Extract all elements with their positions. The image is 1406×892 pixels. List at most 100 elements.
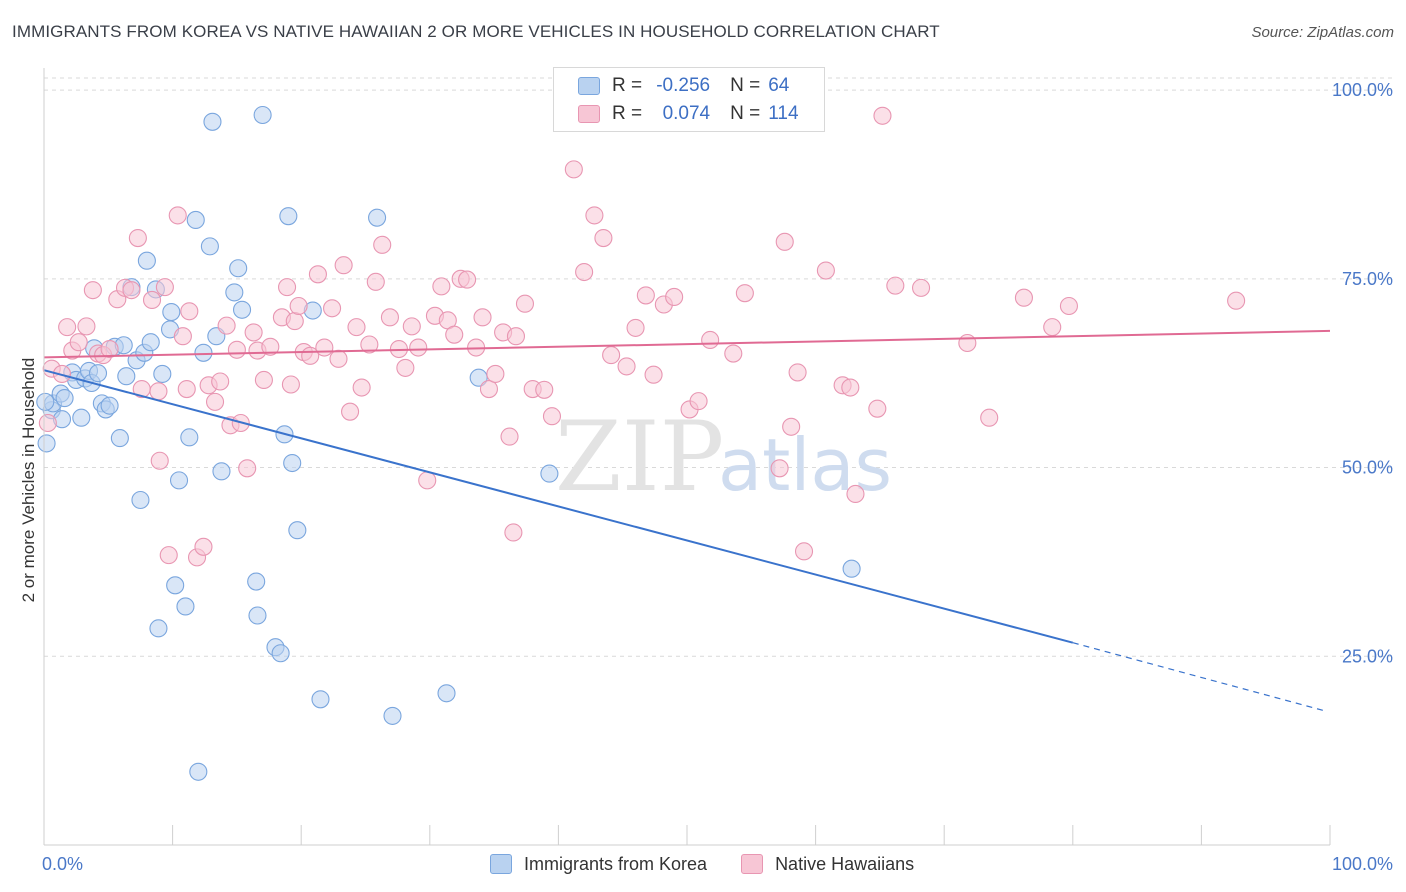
korea-point (225, 283, 244, 302)
hawaii-point (254, 370, 273, 390)
hawaii-point (159, 546, 178, 565)
korea-point (247, 572, 266, 591)
korea-point (141, 333, 160, 352)
hawaii-point (341, 402, 360, 421)
hawaii-point (238, 459, 257, 478)
hawaii-point (128, 229, 147, 248)
hawaii-point (122, 281, 141, 300)
korea-point (37, 434, 56, 453)
hawaii-point (782, 417, 801, 436)
legend-row-hawaii: R = 0.074 N = 114 (578, 102, 824, 126)
legend-r-value-korea: -0.256 (656, 75, 711, 96)
hawaii-point (194, 537, 213, 556)
hawaii-point (841, 378, 860, 397)
hawaii-point (846, 484, 865, 504)
y-tick-label: 50.0% (1342, 458, 1393, 478)
hawaii-point (352, 378, 371, 397)
hawaii-points (38, 106, 1246, 567)
hawaii-point (77, 317, 96, 336)
hawaii-point (665, 287, 684, 306)
hawaii-point (323, 299, 342, 318)
hawaii-point (177, 379, 196, 399)
hawaii-point (69, 333, 88, 352)
korea-point (176, 597, 195, 616)
hawaii-point (701, 330, 720, 350)
hawaii-point (542, 407, 562, 426)
hawaii-point (770, 459, 789, 478)
series-legend-korea-label: Immigrants from Korea (524, 853, 708, 874)
hawaii-point (735, 284, 754, 303)
hawaii-point (1059, 296, 1078, 316)
hawaii-point (594, 229, 613, 248)
hawaii-point (261, 337, 280, 356)
hawaii-point (432, 277, 451, 296)
legend-n-value-korea: 64 (768, 75, 790, 96)
hawaii-point (980, 408, 999, 427)
y-tick-label: 75.0% (1342, 269, 1393, 289)
korea-point (166, 576, 185, 595)
korea-point (203, 112, 222, 131)
korea-point (229, 259, 248, 278)
hawaii-point (315, 338, 334, 357)
hawaii-point (100, 339, 119, 359)
hawaii-point (308, 265, 327, 284)
hawaii-trend-line (43, 329, 1331, 359)
hawaii-point (180, 302, 199, 321)
trend-lines (43, 329, 1331, 712)
hawaii-point (285, 312, 304, 331)
korea-point (137, 251, 156, 270)
hawaii-point (724, 344, 743, 363)
korea-trend-line (43, 369, 1074, 644)
series-legend-hawaii-label: Native Hawaiians (775, 853, 915, 874)
korea-point (368, 208, 387, 227)
hawaii-point (816, 261, 835, 280)
hawaii-point (142, 290, 162, 310)
hawaii-point (506, 327, 526, 346)
hawaii-point (227, 340, 246, 359)
korea-point (88, 364, 108, 383)
hawaii-point (396, 358, 415, 377)
korea-point (117, 367, 136, 386)
hawaii-point (83, 281, 102, 300)
watermark: ZIP atlas (555, 401, 892, 513)
hawaii-point (515, 294, 535, 313)
hawaii-point (211, 372, 230, 391)
hawaii-point (281, 375, 300, 394)
y-tick-label: 25.0% (1342, 646, 1393, 666)
series-legend-korea: Immigrants from Korea (490, 854, 707, 875)
korea-point (232, 300, 252, 319)
y-axis-label: 2 or more Vehicles in Household (19, 358, 38, 603)
grid-lines: 25.0% 50.0% 75.0% 100.0% (44, 77, 1393, 666)
chart-title: IMMIGRANTS FROM KOREA VS NATIVE HAWAIIAN… (12, 22, 940, 41)
hawaii-point (244, 323, 263, 342)
hawaii-point (58, 318, 77, 337)
hawaii-point (644, 365, 663, 384)
hawaii-point (886, 276, 905, 295)
korea-point (212, 462, 231, 481)
hawaii-point (873, 106, 892, 125)
hawaii-point (380, 308, 399, 327)
hawaii-point (329, 349, 348, 368)
hawaii-point (334, 256, 353, 275)
legend-r-label: R = (612, 103, 643, 124)
korea-point (200, 237, 219, 256)
source-label: Source: ZipAtlas.com (1251, 24, 1394, 41)
hawaii-point (564, 160, 583, 179)
hawaii-point (602, 346, 621, 365)
korea-point (169, 471, 189, 490)
x-tick-label-end: 100.0% (1332, 854, 1393, 874)
hawaii-point (636, 286, 655, 305)
korea-point (288, 521, 307, 540)
hawaii-point (205, 392, 225, 411)
korea-point (842, 559, 861, 578)
korea-point (55, 389, 74, 408)
watermark-atlas: atlas (718, 423, 892, 507)
korea-point (311, 690, 330, 709)
hawaii-point (373, 235, 392, 254)
hawaii-point (535, 380, 554, 399)
hawaii-point (788, 363, 807, 382)
hawaii-point (775, 232, 794, 251)
hawaii-point (458, 270, 477, 289)
hawaii-point (278, 278, 297, 297)
hawaii-point (155, 278, 174, 297)
